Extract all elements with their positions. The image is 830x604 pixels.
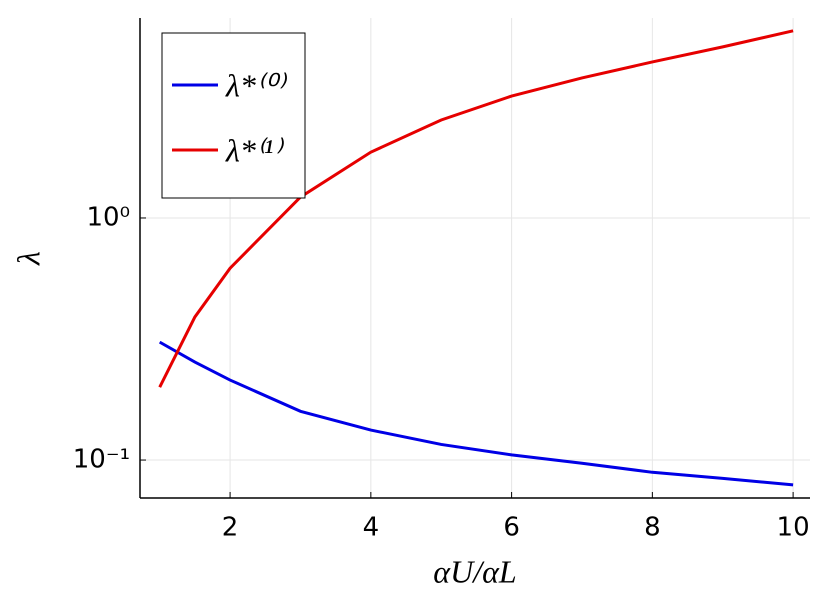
legend-label: λ*⁽⁰⁾: [225, 67, 288, 103]
legend-box: [161, 32, 306, 199]
x-axis-label: αU/αL: [433, 553, 516, 589]
line: [158, 340, 794, 487]
y-tick-label: 10⁻¹: [73, 445, 130, 475]
x-tick-label: 4: [363, 513, 380, 543]
line: [158, 29, 794, 388]
x-tick-label: 2: [222, 513, 239, 543]
y-tick-label: 10⁰: [86, 202, 130, 232]
legend-label: λ*⁽¹⁾: [225, 132, 284, 168]
x-tick-label: 6: [503, 513, 520, 543]
y-axis-label: λ: [10, 251, 46, 266]
x-tick-label: 10: [777, 513, 810, 543]
x-tick-label: 8: [644, 513, 661, 543]
